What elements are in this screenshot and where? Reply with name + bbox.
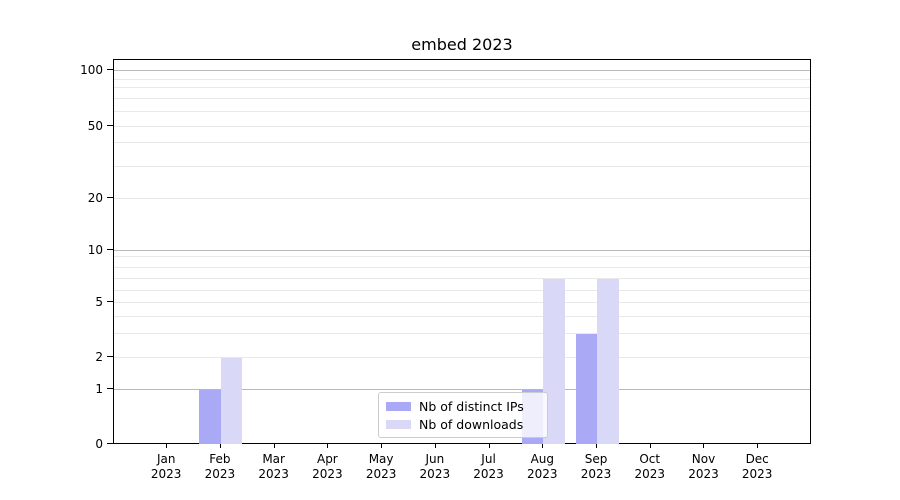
- chart-title: embed 2023: [411, 35, 513, 54]
- gridline-minor-3: [114, 332, 810, 334]
- gridline-minor-20: [114, 198, 810, 200]
- x-tick-label-may-2023: May 2023: [365, 452, 397, 481]
- y-tick-mark-100: [107, 69, 113, 71]
- x-tick-mark-sep: [596, 444, 597, 448]
- gridline-minor-90: [114, 78, 810, 80]
- gridline-minor-5: [114, 302, 810, 303]
- x-tick-mark-oct: [650, 444, 651, 448]
- x-tick-mark-jul: [489, 444, 490, 448]
- y-tick-label-1: 1: [95, 382, 103, 396]
- gridline-minor-9: [114, 256, 810, 258]
- gridline-major-100: [114, 70, 810, 72]
- x-tick-label-aug-2023: Aug 2023: [527, 452, 558, 481]
- x-tick-mark-apr: [327, 444, 328, 448]
- x-tick-mark-may: [381, 444, 382, 448]
- y-tick-mark-5: [107, 301, 113, 302]
- gridline-minor-2: [114, 356, 810, 358]
- gridline-minor-7: [114, 277, 810, 279]
- legend-swatch-downloads: [386, 419, 411, 429]
- y-tick-mark-0: [107, 443, 113, 444]
- legend-label-distinct-ips: Nb of distinct IPs: [419, 398, 524, 414]
- x-tick-label-jan-2023: Jan 2023: [150, 452, 182, 481]
- bar-downloads-feb-2023: [220, 357, 243, 444]
- legend-item-downloads: Nb of downloads: [386, 417, 539, 432]
- y-tick-mark-10: [107, 248, 113, 250]
- x-tick-label-jun-2023: Jun 2023: [419, 452, 451, 481]
- bar-distinct-ips-feb-2023: [199, 390, 221, 444]
- x-tick-mark-feb: [220, 444, 221, 448]
- gridline-major-1: [114, 389, 810, 390]
- x-tick-label-nov-2023: Nov 2023: [688, 452, 719, 481]
- x-tick-label-feb-2023: Feb 2023: [204, 452, 236, 481]
- bar-downloads-sep-2023: [597, 278, 619, 444]
- x-tick-label-apr-2023: Apr 2023: [312, 452, 343, 481]
- x-tick-mark-jun: [435, 444, 436, 448]
- x-tick-label-oct-2023: Oct 2023: [634, 452, 665, 481]
- gridline-minor-8: [114, 266, 810, 268]
- y-tick-label-100: 100: [80, 63, 103, 78]
- legend-swatch-distinct-ips: [386, 401, 411, 411]
- x-tick-mark-nov: [703, 444, 704, 448]
- x-tick-label-sep-2023: Sep 2023: [580, 452, 612, 481]
- y-tick-label-5: 5: [95, 295, 103, 309]
- gridline-minor-40: [114, 142, 810, 144]
- y-tick-mark-20: [107, 197, 113, 199]
- bar-downloads-aug-2023: [543, 278, 565, 444]
- gridline-minor-50: [114, 125, 810, 127]
- x-tick-label-jul-2023: Jul 2023: [473, 452, 504, 481]
- y-tick-label-20: 20: [87, 191, 103, 206]
- x-tick-mark-mar: [274, 444, 275, 448]
- gridline-minor-80: [114, 87, 810, 89]
- gridline-major-10: [114, 249, 810, 251]
- y-tick-label-0: 0: [95, 437, 103, 451]
- x-tick-label-dec-2023: Dec 2023: [741, 452, 773, 481]
- y-tick-mark-2: [107, 355, 113, 357]
- legend-item-distinct-ips: Nb of distinct IPs: [386, 399, 539, 414]
- gridline-minor-70: [114, 97, 810, 99]
- y-tick-mark-50: [107, 124, 113, 126]
- y-tick-mark-1: [107, 388, 113, 389]
- y-tick-label-50: 50: [87, 118, 103, 133]
- gridline-minor-60: [114, 110, 810, 112]
- plot-area: [113, 59, 811, 444]
- gridline-minor-30: [114, 165, 810, 167]
- x-tick-mark-dec: [757, 444, 758, 448]
- y-tick-label-10: 10: [87, 242, 103, 257]
- legend-label-downloads: Nb of downloads: [419, 416, 524, 432]
- gridline-minor-6: [114, 290, 810, 291]
- legend: Nb of distinct IPs Nb of downloads: [378, 392, 548, 438]
- y-tick-label-2: 2: [95, 349, 103, 364]
- bar-distinct-ips-sep-2023: [575, 333, 598, 444]
- gridline-minor-4: [114, 315, 810, 317]
- x-tick-label-mar-2023: Mar 2023: [258, 452, 289, 481]
- x-tick-mark-aug: [542, 444, 543, 448]
- x-tick-mark-jan: [166, 444, 167, 448]
